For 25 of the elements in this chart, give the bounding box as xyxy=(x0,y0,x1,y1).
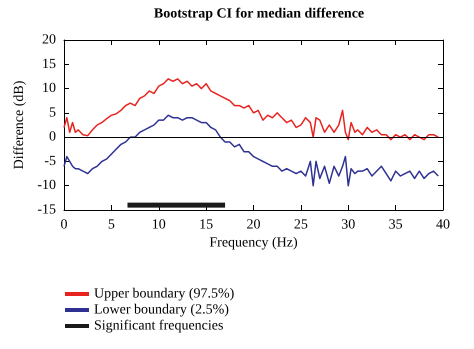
x-axis-title: Frequency (Hz) xyxy=(209,236,298,250)
legend-label: Significant frequencies xyxy=(94,318,224,334)
y-tick-label: 15 xyxy=(42,56,56,72)
x-tick-label: 40 xyxy=(436,218,450,232)
y-tick-label: 5 xyxy=(49,105,56,120)
chart-title: Bootstrap CI for median difference xyxy=(154,6,364,22)
x-tick-label: 20 xyxy=(246,218,260,232)
x-tick-label: 15 xyxy=(199,218,214,232)
y-axis-title: Difference (dB) xyxy=(12,80,27,170)
y-tick-label: -10 xyxy=(37,178,56,194)
x-tick-label: 25 xyxy=(294,218,308,232)
legend-label: Upper boundary (97.5%) xyxy=(94,286,235,302)
x-tick-label: 0 xyxy=(60,218,68,232)
y-tick-label: 20 xyxy=(42,32,56,48)
x-tick-label: 5 xyxy=(108,218,115,232)
legend-label: Lower boundary (2.5%) xyxy=(94,302,230,318)
x-tick-label: 10 xyxy=(152,218,166,232)
line-series xyxy=(63,78,440,140)
x-tick-label: 35 xyxy=(388,218,403,232)
y-tick-label: -5 xyxy=(44,154,56,169)
x-tick-label: 30 xyxy=(341,218,356,232)
y-tick-label: -15 xyxy=(37,202,56,218)
line-series xyxy=(63,114,440,186)
y-tick-label: 0 xyxy=(49,130,56,145)
y-tick-label: 10 xyxy=(42,81,56,96)
